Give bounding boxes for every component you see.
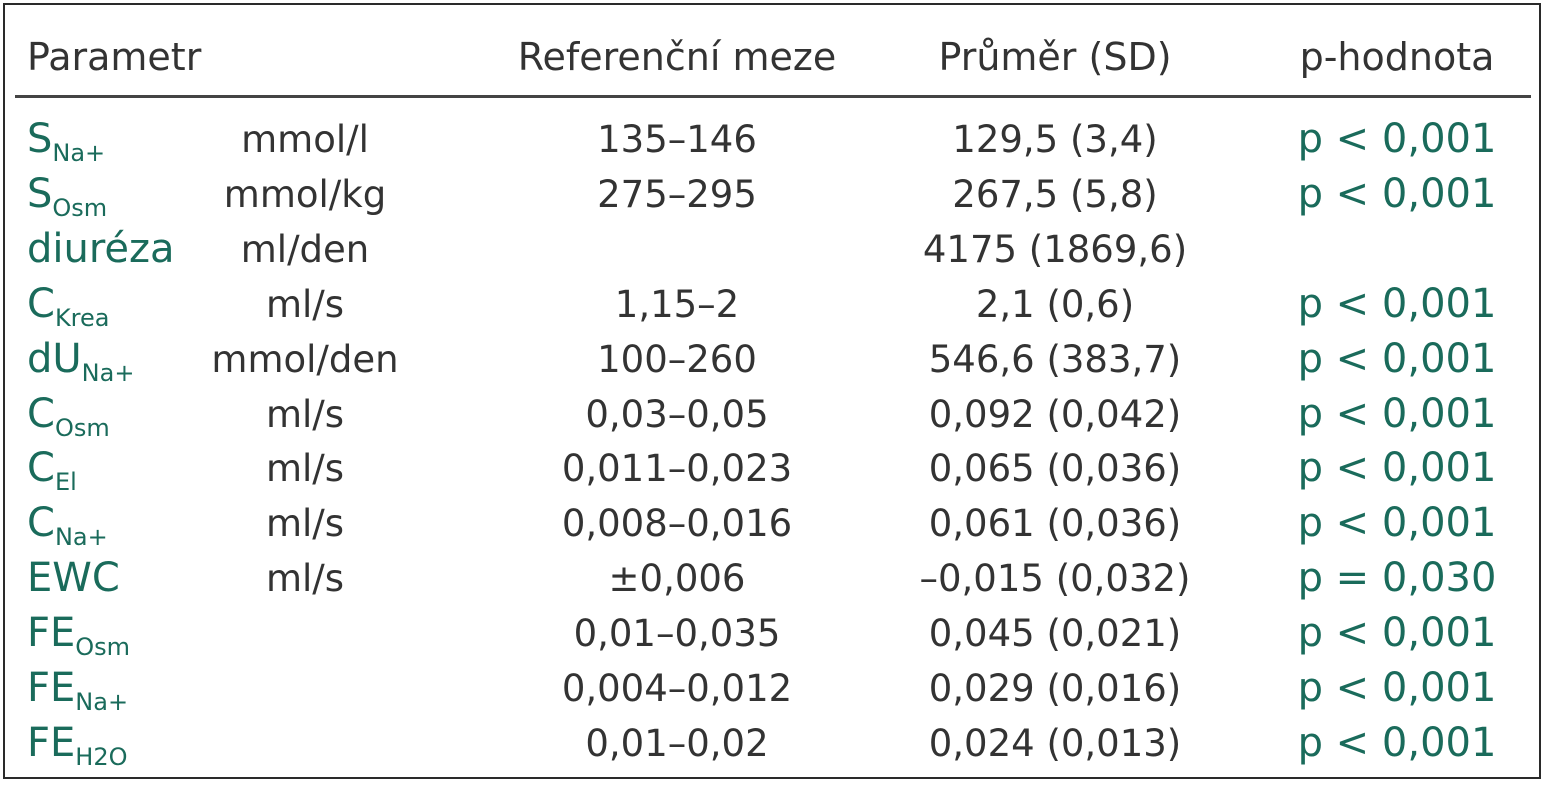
reference-cell: 135–146 xyxy=(597,118,757,161)
unit-cell: ml/s xyxy=(265,282,345,326)
unit-cell: mmol/l xyxy=(241,118,369,161)
unit-cell: mmol/den xyxy=(211,337,399,381)
reference-cell: 0,008–0,016 xyxy=(561,502,793,546)
mean-cell: 0,029 (0,016) xyxy=(928,667,1182,710)
mean-cell: 546,6 (383,7) xyxy=(928,337,1182,381)
pvalue-cell: p < 0,001 xyxy=(1297,116,1497,162)
table-row: CNa+ ml/s 0,008–0,016 0,061 (0,036) p < 0,00… xyxy=(5,489,1539,549)
parameter-name: FEOsm xyxy=(27,613,130,659)
parameter-subscript: Na+ xyxy=(52,139,106,167)
reference-cell: 0,03–0,05 xyxy=(585,392,769,436)
reference-cell: 1,15–2 xyxy=(614,282,740,326)
parameter-subscript: H2O xyxy=(75,742,128,771)
table-row: SNa+ mmol/l 135–146 129,5 (3,4) p < 0,001 xyxy=(5,105,1539,165)
parameter-name: CEl xyxy=(27,448,77,494)
table-row: CKrea ml/s 1,15–2 2,1 (0,6) p < 0,001 xyxy=(5,270,1539,330)
mean-cell: 0,061 (0,036) xyxy=(928,502,1182,546)
unit-cell: ml/s xyxy=(265,447,345,491)
table-row: FENa+ 0,004–0,012 0,029 (0,016) p < 0,001 xyxy=(5,654,1539,714)
reference-cell: 0,004–0,012 xyxy=(561,667,793,710)
parameter-subscript: Osm xyxy=(54,413,110,442)
parameter-name: diuréza xyxy=(27,229,175,275)
reference-cell: 100–260 xyxy=(597,337,757,381)
parameter-base: diuréza xyxy=(27,225,175,272)
parameter-subscript: Na+ xyxy=(75,688,129,716)
mean-cell: 267,5 (5,8) xyxy=(952,172,1158,216)
reference-cell: 0,01–0,035 xyxy=(573,612,781,656)
parameter-name: EWC xyxy=(27,558,120,604)
parameter-name: COsm xyxy=(27,394,110,440)
parameter-base: S xyxy=(27,170,53,217)
header-parametr: Parametr xyxy=(27,35,202,79)
header-reference: Referenční meze xyxy=(517,35,837,79)
parameter-name: dUNa+ xyxy=(27,339,134,385)
parameter-base: S xyxy=(27,116,53,162)
parameter-name: FENa+ xyxy=(27,668,128,714)
mean-cell: 0,045 (0,021) xyxy=(928,612,1182,656)
table-row: COsm ml/s 0,03–0,05 0,092 (0,042) p < 0,001 xyxy=(5,380,1539,440)
table-row: CEl ml/s 0,011–0,023 0,065 (0,036) p < 0,001 xyxy=(5,434,1539,494)
parameter-base: C xyxy=(27,500,55,547)
parameter-subscript: El xyxy=(54,468,77,497)
parameter-subscript: Na+ xyxy=(54,523,108,552)
parameter-base: dU xyxy=(27,335,82,382)
mean-cell: 4175 (1869,6) xyxy=(922,227,1188,271)
unit-cell: mmol/kg xyxy=(223,172,387,216)
parameter-name: SOsm xyxy=(27,174,107,220)
pvalue-cell: p < 0,001 xyxy=(1297,390,1497,437)
parameter-name: SNa+ xyxy=(27,119,105,165)
parameter-name: CKrea xyxy=(27,284,110,330)
mean-cell: 129,5 (3,4) xyxy=(952,118,1158,161)
parameter-base: EWC xyxy=(27,555,120,602)
parameter-base: C xyxy=(27,390,55,437)
header-divider xyxy=(15,95,1531,98)
table-row: FEOsm 0,01–0,035 0,045 (0,021) p < 0,001 xyxy=(5,599,1539,659)
table-row: SOsm mmol/kg 275–295 267,5 (5,8) p < 0,001 xyxy=(5,160,1539,220)
parameter-subscript: Osm xyxy=(52,193,108,222)
pvalue-cell: p < 0,001 xyxy=(1297,170,1497,217)
reference-cell: 275–295 xyxy=(597,172,757,216)
unit-cell: ml/s xyxy=(265,392,345,436)
mean-cell: 0,024 (0,013) xyxy=(928,721,1182,765)
unit-cell: ml/s xyxy=(265,502,345,546)
parameter-subscript: Na+ xyxy=(81,358,135,387)
pvalue-cell: p < 0,001 xyxy=(1297,610,1497,657)
table-frame: Parametr Referenční meze Průměr (SD) p-h… xyxy=(3,3,1541,779)
mean-cell: 2,1 (0,6) xyxy=(975,282,1135,326)
parameter-base: FE xyxy=(27,719,76,766)
parameter-base: C xyxy=(27,445,55,492)
parameter-name: CNa+ xyxy=(27,503,108,549)
parameter-subscript: Krea xyxy=(54,303,110,332)
table-row: EWC ml/s ±0,006 –0,015 (0,032) p = 0,030 xyxy=(5,544,1539,599)
pvalue-cell: p < 0,001 xyxy=(1297,280,1497,327)
reference-cell: ±0,006 xyxy=(608,557,746,601)
table-row: FEH2O 0,01–0,02 0,024 (0,013) p < 0,001 xyxy=(5,709,1539,769)
parameter-name: FEH2O xyxy=(27,723,128,769)
pvalue-cell: p < 0,001 xyxy=(1297,719,1497,766)
parameter-subscript: Osm xyxy=(75,633,131,662)
pvalue-cell: p < 0,001 xyxy=(1297,335,1497,382)
header-pvalue: p-hodnota xyxy=(1299,35,1495,79)
mean-cell: –0,015 (0,032) xyxy=(919,557,1191,601)
unit-cell: ml/s xyxy=(265,557,345,601)
pvalue-cell: p = 0,030 xyxy=(1297,555,1497,602)
parameter-base: C xyxy=(27,280,55,327)
pvalue-cell: p < 0,001 xyxy=(1297,665,1497,711)
mean-cell: 0,092 (0,042) xyxy=(928,392,1182,436)
reference-cell: 0,01–0,02 xyxy=(585,721,769,765)
table-row: diuréza ml/den 4175 (1869,6) xyxy=(5,215,1539,270)
pvalue-cell: p < 0,001 xyxy=(1297,500,1497,547)
table-row: dUNa+ mmol/den 100–260 546,6 (383,7) p < 0,0… xyxy=(5,325,1539,385)
mean-cell: 0,065 (0,036) xyxy=(928,447,1182,491)
header-mean: Průměr (SD) xyxy=(938,35,1172,79)
pvalue-cell: p < 0,001 xyxy=(1297,445,1497,492)
parameter-base: FE xyxy=(27,665,76,711)
parameter-base: FE xyxy=(27,610,76,657)
unit-cell: ml/den xyxy=(240,227,370,271)
reference-cell: 0,011–0,023 xyxy=(561,447,793,491)
